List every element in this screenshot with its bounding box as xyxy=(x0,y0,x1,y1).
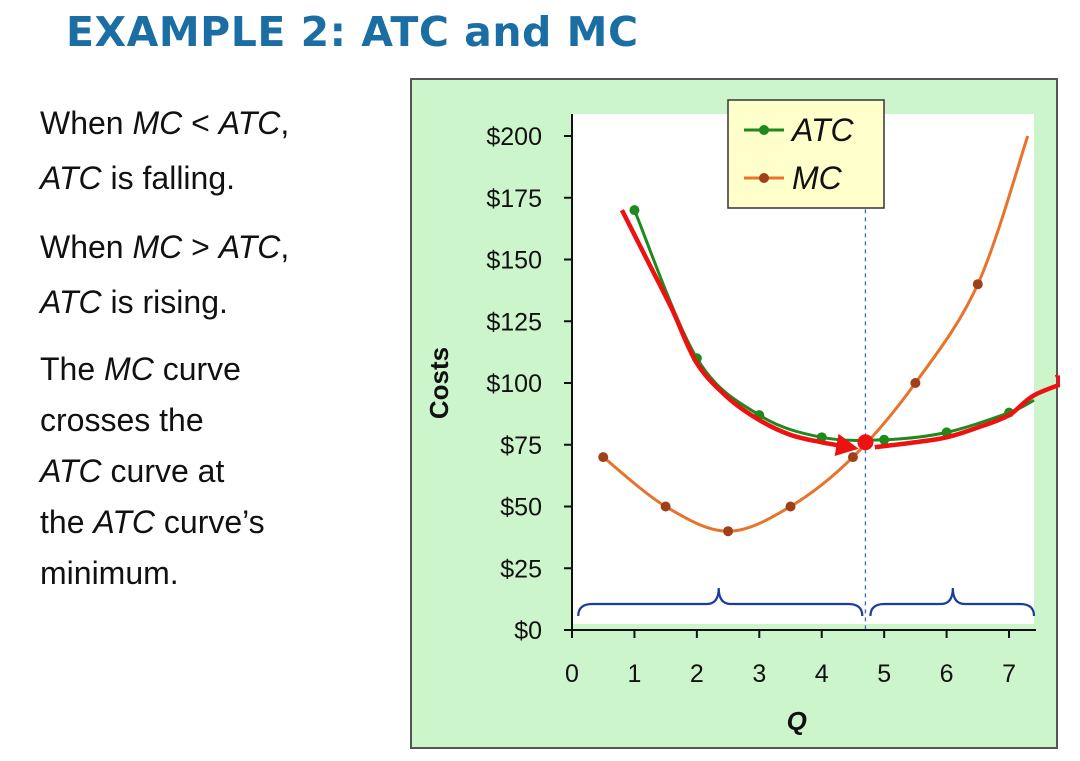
italic-term: MC xyxy=(104,351,154,387)
y-tick-label: $150 xyxy=(486,247,542,275)
y-tick-label: $0 xyxy=(514,617,542,645)
x-tick-label: 0 xyxy=(565,660,579,688)
bullet-mc-below-atc: When MC < ATC, ATC is falling. xyxy=(40,96,400,206)
x-tick-label: 3 xyxy=(752,660,766,688)
text-run: curve xyxy=(153,351,241,387)
legend-box xyxy=(727,99,885,209)
bullet-mc-above-atc: When MC > ATC, ATC is rising. xyxy=(40,220,400,330)
x-tick-label: 2 xyxy=(690,660,704,688)
italic-term: ATC xyxy=(40,453,102,489)
atc-mc-chart: $0 $25 $50 $75 $100 $125 $150 $175 $200 0 1 2 3 4 5 6 7 Q… xyxy=(424,99,1060,736)
y-tick-label: $200 xyxy=(486,123,542,151)
atc-point xyxy=(629,205,640,216)
text-run: When xyxy=(40,105,133,141)
arrow-falling xyxy=(619,209,859,456)
text-run: curve’s xyxy=(155,504,265,540)
text-run: the xyxy=(40,504,94,540)
line: The MC curve xyxy=(40,344,400,395)
mc-point xyxy=(847,452,858,463)
mc-point xyxy=(785,501,796,512)
y-tick-label: $75 xyxy=(500,432,542,460)
legend-marker-atc xyxy=(759,125,769,135)
line: minimum. xyxy=(40,548,400,599)
text-run: < xyxy=(182,105,219,141)
italic-term: MC xyxy=(132,229,183,265)
text-run: is falling. xyxy=(101,160,236,196)
brace-atc-falling xyxy=(577,587,864,617)
y-tick-label: $175 xyxy=(486,185,542,213)
line: crosses the xyxy=(40,395,400,446)
slide-title: EXAMPLE 2: ATC and MC xyxy=(66,8,639,56)
legend-marker-mc xyxy=(759,173,769,183)
y-tick-label: $50 xyxy=(500,494,542,522)
x-tick-label: 5 xyxy=(877,660,891,688)
mc-point xyxy=(598,452,609,463)
arrow-rising xyxy=(874,375,1060,450)
x-tick-label: 7 xyxy=(1002,660,1016,688)
y-tick-label: $100 xyxy=(486,370,542,398)
crossing-paragraph: The MC curve crosses the ATC curve at th… xyxy=(40,344,400,599)
mc-point xyxy=(660,501,671,512)
line: ATC curve at xyxy=(40,446,400,497)
italic-term: ATC xyxy=(218,229,281,265)
line: ATC is falling. xyxy=(40,151,400,206)
intersection-point xyxy=(857,434,874,451)
text-run: is rising. xyxy=(101,284,228,320)
atc-point xyxy=(879,434,890,445)
italic-term: ATC xyxy=(93,504,155,540)
text-run: minimum. xyxy=(40,555,179,591)
y-axis-label: Costs xyxy=(424,347,454,419)
line: ATC is rising. xyxy=(40,275,400,330)
italic-term: ATC xyxy=(218,105,281,141)
italic-term: MC xyxy=(132,105,183,141)
x-tick-label: 1 xyxy=(627,660,641,688)
brace-atc-rising xyxy=(869,587,1036,617)
mc-point xyxy=(910,378,921,388)
mc-point xyxy=(972,279,983,290)
x-tick-label: 4 xyxy=(815,660,829,688)
text-run: The xyxy=(40,351,105,387)
text-run: crosses the xyxy=(40,402,204,438)
y-tick-label: $125 xyxy=(486,308,542,336)
italic-term: ATC xyxy=(40,284,102,320)
explanation-text: When MC < ATC, ATC is falling. When MC >… xyxy=(40,96,400,613)
line: the ATC curve’s xyxy=(40,497,400,548)
text-run: When xyxy=(40,229,133,265)
line: When MC < ATC, xyxy=(40,96,400,151)
mc-point xyxy=(723,526,734,537)
text-run: curve at xyxy=(101,453,225,489)
chart-panel: $0 $25 $50 $75 $100 $125 $150 $175 $200 0 1 2 3 4 5 6 7 Q… xyxy=(410,78,1060,749)
text-run: > xyxy=(182,229,219,265)
italic-term: ATC xyxy=(40,160,102,196)
text-run: , xyxy=(280,105,290,141)
legend-label-atc: ATC xyxy=(790,112,855,148)
text-run: , xyxy=(280,229,290,265)
y-tick-label: $25 xyxy=(500,555,542,583)
legend-label-mc: MC xyxy=(792,160,843,196)
x-axis-label: Q xyxy=(787,706,807,736)
x-tick-label: 6 xyxy=(940,660,954,688)
line: When MC > ATC, xyxy=(40,220,400,275)
